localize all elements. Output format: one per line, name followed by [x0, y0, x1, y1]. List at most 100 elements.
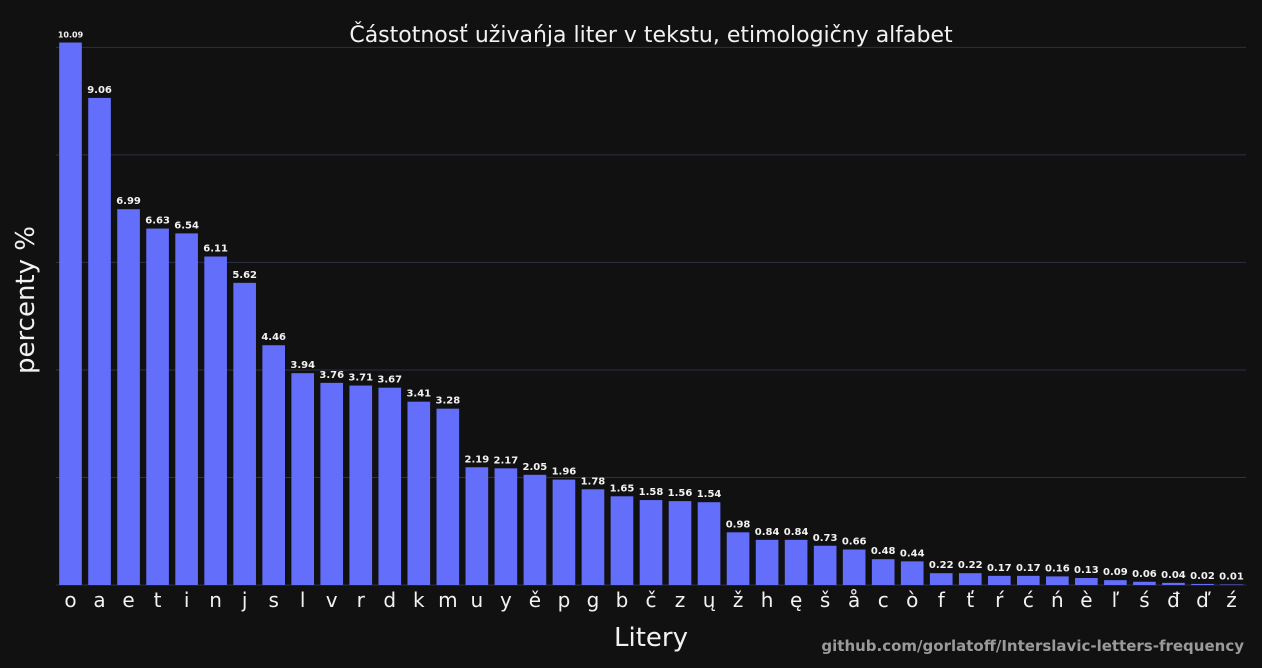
data-label-ź: 0.01: [1219, 571, 1244, 582]
x-tick-a: a: [93, 588, 105, 612]
x-tick-ć: ć: [1023, 588, 1034, 612]
x-tick-ě: ě: [529, 588, 541, 612]
bar-j: [233, 282, 256, 585]
bar-l: [291, 373, 315, 585]
data-label-p: 1.96: [552, 467, 577, 478]
x-tick-j: j: [241, 588, 248, 612]
data-label-i: 6.54: [174, 220, 199, 231]
data-label-k: 3.41: [406, 389, 431, 400]
x-tick-r: r: [357, 588, 366, 612]
x-tick-m: m: [438, 588, 457, 612]
source-credit: github.com/gorlatoff/Interslavic-letters…: [821, 637, 1244, 655]
data-label-g: 1.78: [581, 476, 606, 487]
data-label-h: 0.84: [755, 527, 780, 538]
data-label-t: 6.63: [145, 216, 170, 227]
x-tick-h: h: [761, 588, 774, 612]
data-label-š: 0.73: [813, 533, 838, 544]
x-tick-e: e: [122, 588, 134, 612]
x-tick-p: p: [558, 588, 571, 612]
x-tick-è: è: [1080, 588, 1092, 612]
data-label-ń: 0.16: [1045, 563, 1070, 574]
bar-p: [552, 479, 576, 585]
x-tick-å: å: [848, 588, 860, 612]
x-tick-đ: đ: [1167, 588, 1180, 612]
data-label-l: 3.94: [290, 360, 315, 371]
bar-t: [146, 228, 169, 585]
data-label-z: 1.56: [668, 488, 693, 499]
data-label-r: 3.71: [348, 373, 373, 384]
bar-k: [407, 401, 431, 585]
x-tick-o: o: [64, 588, 76, 612]
bar-š: [813, 545, 837, 585]
bar-è: [1075, 578, 1098, 585]
x-tick-u: u: [471, 588, 484, 612]
x-tick-i: i: [184, 588, 190, 612]
bar-ų: [697, 502, 721, 585]
bar-c: [871, 559, 895, 585]
x-tick-s: s: [268, 588, 278, 612]
data-label-y: 2.17: [494, 455, 519, 466]
data-label-ž: 0.98: [726, 519, 751, 530]
data-label-ś: 0.06: [1132, 569, 1157, 580]
bar-z: [668, 501, 692, 585]
data-label-ò: 0.44: [900, 548, 925, 559]
bar-ń: [1046, 576, 1069, 585]
bar-g: [581, 489, 605, 585]
data-label-ŕ: 0.17: [987, 563, 1012, 574]
x-tick-z: z: [675, 588, 686, 612]
x-tick-g: g: [587, 588, 600, 612]
x-tick-f: f: [938, 588, 946, 612]
bar-ę: [784, 539, 808, 585]
bar-y: [494, 468, 518, 585]
bar-a: [88, 97, 111, 585]
data-label-m: 3.28: [435, 396, 460, 407]
bar-u: [465, 467, 489, 585]
y-axis-label: percenty %: [11, 226, 41, 374]
data-label-o: 10.09: [58, 31, 84, 40]
bar-f: [929, 573, 953, 585]
x-tick-ś: ś: [1139, 588, 1149, 612]
x-tick-ń: ń: [1051, 588, 1064, 612]
data-label-ų: 1.54: [697, 489, 722, 500]
data-label-đ: 0.04: [1161, 570, 1186, 581]
bar-ě: [523, 474, 547, 585]
bar-ď: [1191, 583, 1214, 585]
data-label-ě: 2.05: [523, 462, 548, 473]
bar-ŕ: [987, 575, 1011, 585]
x-tick-v: v: [326, 588, 338, 612]
bar-đ: [1162, 582, 1185, 585]
x-tick-č: č: [646, 588, 657, 612]
bar-ò: [900, 561, 924, 585]
bar-m: [436, 408, 460, 585]
x-tick-ž: ž: [733, 588, 744, 612]
x-tick-ò: ò: [906, 588, 918, 612]
data-label-d: 3.67: [377, 375, 402, 386]
bar-s: [262, 345, 286, 585]
x-tick-d: d: [383, 588, 396, 612]
x-tick-l: l: [300, 588, 306, 612]
data-label-j: 5.62: [232, 270, 257, 281]
bar-n: [204, 256, 227, 585]
data-label-ć: 0.17: [1016, 563, 1041, 574]
data-label-f: 0.22: [929, 560, 954, 571]
bar-å: [842, 549, 866, 585]
x-tick-c: c: [878, 588, 889, 612]
x-tick-ę: ę: [790, 588, 802, 612]
bar-e: [117, 209, 140, 585]
bar-č: [639, 500, 663, 585]
bar-b: [610, 496, 634, 585]
bars: [59, 42, 1243, 586]
bar-ć: [1016, 575, 1040, 585]
x-tick-t: t: [154, 588, 162, 612]
x-tick-ľ: ľ: [1112, 588, 1120, 612]
x-tick-k: k: [413, 588, 425, 612]
data-label-c: 0.48: [871, 546, 896, 557]
data-label-b: 1.65: [610, 483, 635, 494]
data-label-e: 6.99: [116, 196, 141, 207]
x-tick-ť: ť: [966, 588, 974, 612]
x-tick-ď: ď: [1196, 588, 1211, 612]
bar-h: [755, 539, 779, 585]
x-tick-ŕ: ŕ: [995, 588, 1004, 612]
